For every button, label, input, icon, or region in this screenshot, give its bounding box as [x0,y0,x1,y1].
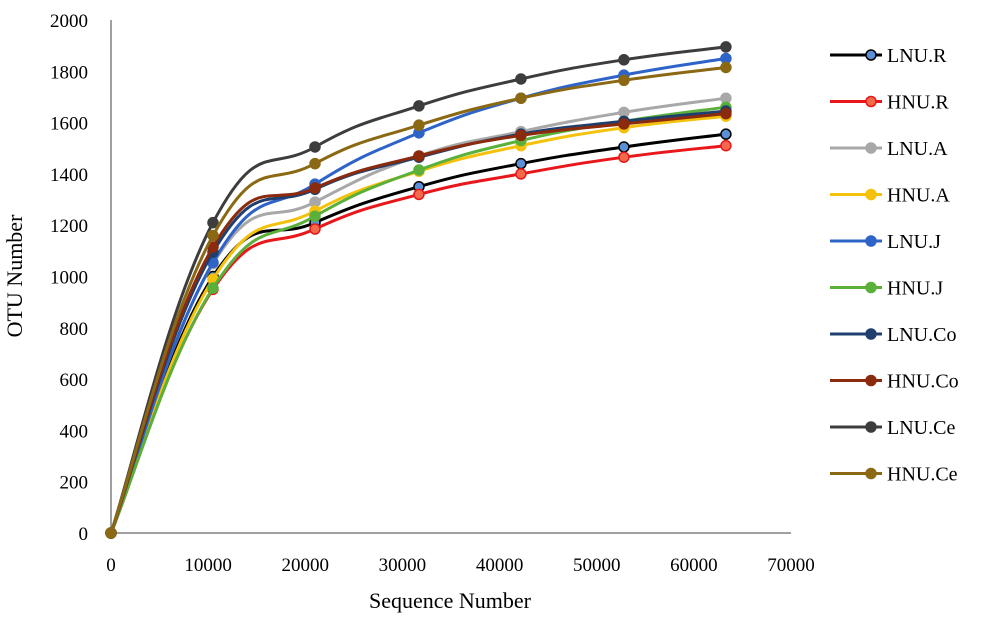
data-point [618,74,630,87]
data-point [720,128,732,140]
series-line [109,114,727,534]
legend-swatch-marker [865,95,877,108]
y-tick-label: 1800 [50,62,88,83]
data-point [413,119,425,131]
y-tick-label: 1000 [50,268,88,289]
data-point [309,210,321,222]
legend-swatch-marker [865,467,877,480]
data-point [413,100,425,112]
x-tick-label: 60000 [670,555,718,576]
series-lines [105,41,732,539]
series-line [109,57,727,534]
x-tick-label: 10000 [184,555,232,576]
data-point [618,118,630,130]
legend-label: HNU.A [887,185,950,207]
y-tick-label: 1400 [50,165,88,186]
legend-label: LNU.A [887,138,948,160]
legend-label: HNU.R [887,92,949,114]
data-point [413,188,425,201]
data-point [618,151,630,163]
data-point [515,168,527,180]
data-point [207,229,219,242]
legend-swatch-marker [865,188,877,201]
legend-swatch-marker [865,374,877,387]
series-line [109,66,727,534]
data-point [309,141,321,153]
legend-item: HNU.J [830,278,943,300]
data-point [515,157,527,170]
series-line [109,144,727,534]
legend-item: HNU.Co [830,371,959,393]
data-point [720,41,732,53]
data-point [207,282,219,294]
legend-item: LNU.A [830,138,948,160]
legend-label: LNU.J [887,231,941,253]
data-point [309,223,321,235]
y-tick-label: 800 [60,319,89,340]
legend-item: HNU.R [830,92,949,114]
x-axis-title: Sequence Number [369,588,532,613]
legend-item: LNU.R [830,45,947,67]
legend-swatch-marker [865,281,877,294]
legend-label: HNU.Ce [887,464,958,486]
x-tick-label: 0 [106,555,116,576]
legend-swatch-marker [865,421,877,433]
legend-label: HNU.J [887,278,943,300]
y-tick-label: 1200 [50,216,88,237]
legend-label: LNU.Co [887,324,956,346]
data-point [720,107,732,120]
legend-item: HNU.A [830,185,950,207]
series-line [109,45,727,534]
y-tick-label: 200 [60,473,89,494]
data-point [515,129,527,142]
legend-item: LNU.Co [830,324,956,346]
data-point [720,139,732,152]
legend-label: LNU.R [887,45,947,67]
x-tick-labels: 0 10000 20000 30000 40000 50000 60000 70000 [106,555,815,576]
data-point [720,61,732,74]
series-hnu-j [105,101,732,539]
data-point [515,73,527,85]
x-tick-label: 70000 [767,555,815,576]
data-point [105,527,117,539]
legend-swatch-marker [865,49,877,61]
y-tick-label: 2000 [50,11,88,32]
y-tick-label: 0 [79,524,89,545]
data-point [309,182,321,194]
data-point [309,157,321,170]
legend-item: LNU.J [830,231,941,253]
y-tick-label: 1600 [50,114,88,135]
x-tick-label: 30000 [379,555,427,576]
series-hnu-ce [105,61,732,539]
legend: LNU.R HNU.R LNU.A HNU.A LNU.J HNU.J LNU.Co HNU.… [830,45,959,486]
series-line [109,96,727,534]
data-point [413,164,425,176]
data-point [515,92,527,104]
legend-swatch-marker [865,328,877,340]
data-point [413,150,425,162]
series-line [109,112,727,534]
y-tick-label: 600 [60,370,89,391]
x-tick-label: 20000 [282,555,330,576]
x-tick-label: 40000 [476,555,524,576]
legend-swatch-marker [865,235,877,247]
legend-label: LNU.Ce [887,417,955,439]
x-tick-label: 50000 [573,555,621,576]
series-hnu-r [105,139,732,539]
data-point [618,141,630,153]
axes [110,20,791,534]
legend-label: HNU.Co [887,371,959,393]
legend-item: HNU.Ce [830,464,958,486]
y-tick-label: 400 [60,421,89,442]
legend-swatch-marker [865,142,877,154]
data-point [618,54,630,66]
legend-item: LNU.Ce [830,417,955,439]
y-axis-title: OTU Number [2,214,27,337]
data-point [207,216,219,229]
y-tick-labels: 0 200 400 600 800 1000 1200 1400 1600 1800 2000 [50,11,88,545]
